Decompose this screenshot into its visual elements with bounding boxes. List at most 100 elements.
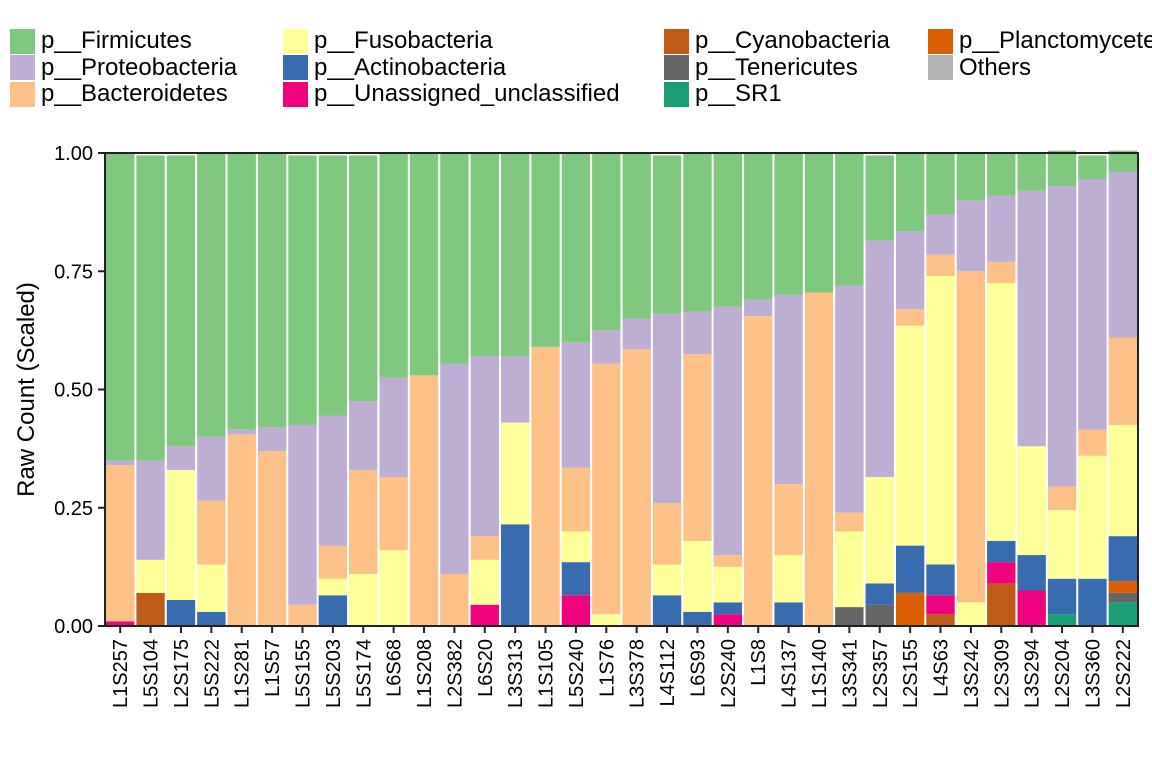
bar-segment-l6s20-p-bacteroidetes: [470, 536, 499, 560]
bar-segment-l3s378-p-proteobacteria: [622, 318, 651, 350]
bar-segment-l6s20-p-proteobacteria: [470, 356, 499, 537]
bar-segment-l3s341-p-fusobacteria: [835, 531, 864, 608]
x-tick-label-l2s155: L2S155: [900, 639, 922, 708]
bar-segment-l2s155-p-fusobacteria: [895, 325, 925, 546]
bar-segment-l2s155-p-actinobacteria: [895, 545, 925, 593]
bar-segment-l4s112-p-fusobacteria: [652, 564, 682, 596]
bar-segment-l3s378-p-bacteroidetes: [622, 349, 651, 626]
x-tick-label-l1s8: L1S8: [748, 639, 770, 686]
bar-segment-l4s112-p-proteobacteria: [652, 313, 682, 504]
x-tick-label-l1s257: L1S257: [110, 639, 132, 708]
bar-segment-l4s63-p-firmicutes: [926, 153, 955, 215]
legend-label: p__Cyanobacteria: [695, 28, 890, 54]
bar-segment-l1s257-p-proteobacteria: [106, 460, 135, 466]
y-axis-label: Raw Count (Scaled): [13, 282, 40, 497]
bar-segment-l1s57-p-proteobacteria: [257, 427, 287, 451]
bar-segment-l2s240-p-fusobacteria: [713, 566, 743, 603]
legend-label: p__Proteobacteria: [41, 53, 238, 81]
x-tick-label-l2s204: L2S204: [1052, 639, 1074, 708]
bar-segment-l2s382-p-firmicutes: [440, 153, 469, 364]
bar-segment-l2s240-p-actinobacteria: [713, 602, 743, 615]
y-tick-label: 1.00: [54, 143, 93, 165]
legend-swatch: [10, 81, 35, 107]
x-tick-label-l5s104: L5S104: [141, 639, 163, 708]
bar-segment-l1s76-p-proteobacteria: [592, 330, 621, 364]
bar-segment-l5s240-p-actinobacteria: [561, 562, 591, 596]
bar-segment-l5s222-p-bacteroidetes: [197, 500, 226, 565]
bar-segment-l2s204-p-firmicutes: [1047, 150, 1077, 187]
bar-segment-l2s155-p-firmicutes: [895, 153, 925, 232]
legend-label: p__Bacteroidetes: [41, 80, 228, 107]
bar-segment-l4s137-p-bacteroidetes: [774, 484, 803, 556]
x-tick-label-l4s112: L4S112: [657, 639, 679, 706]
bar-segment-l1s281-p-bacteroidetes: [227, 434, 256, 626]
x-tick-label-l2s382: L2S382: [444, 639, 466, 708]
bar-segment-l6s93-p-actinobacteria: [683, 611, 712, 626]
x-tick-label-l3s294: L3S294: [1022, 639, 1044, 708]
bar-segment-l2s309-p-proteobacteria: [987, 195, 1016, 262]
bar-segment-l5s203-p-fusobacteria: [318, 578, 348, 596]
bar-segment-l2s222-p-bacteroidetes: [1108, 337, 1137, 425]
bar-segment-l3s360-p-firmicutes: [1078, 155, 1107, 180]
bar-segment-l2s357-p-actinobacteria: [865, 583, 894, 605]
bar-segment-l3s378-p-firmicutes: [622, 153, 651, 319]
legend-swatch: [283, 81, 308, 107]
legend-label: p__Unassigned_unclassified: [314, 80, 620, 107]
bar-segment-l6s93-p-firmicutes: [683, 153, 712, 312]
bar-segment-l5s203-p-proteobacteria: [318, 415, 348, 546]
bar-segment-l5s203-p-bacteroidetes: [318, 545, 348, 579]
bar-segment-l3s242-p-fusobacteria: [956, 602, 986, 626]
x-tick-label-l5s222: L5S222: [201, 639, 223, 708]
bar-segment-l6s68-p-firmicutes: [379, 153, 408, 378]
bar-segment-l2s175-p-firmicutes: [166, 155, 196, 447]
bar-segment-l6s68-p-bacteroidetes: [379, 477, 408, 551]
x-tick-label-l2s222: L2S222: [1113, 639, 1135, 708]
legend-label: p__Actinobacteria: [314, 53, 507, 81]
bar-segment-l5s203-p-firmicutes: [318, 155, 348, 416]
bar-segment-l3s360-p-actinobacteria: [1078, 578, 1107, 626]
x-tick-label-l2s175: L2S175: [171, 639, 193, 708]
bar-segment-l2s382-p-bacteroidetes: [440, 573, 469, 626]
bar-segment-l1s281-p-firmicutes: [227, 153, 256, 430]
x-tick-label-l2s357: L2S357: [870, 639, 892, 708]
x-tick-label-l6s93: L6S93: [687, 639, 709, 697]
bar-segment-l5s174-p-fusobacteria: [349, 573, 378, 626]
bar-segment-l2s155-p-proteobacteria: [895, 231, 925, 310]
bar-segment-l5s104-p-firmicutes: [136, 155, 165, 461]
bar-segment-l2s222-p-tenericutes: [1108, 592, 1137, 603]
bar-segment-l2s175-p-fusobacteria: [166, 469, 196, 600]
x-tick-label-l2s240: L2S240: [718, 639, 740, 708]
legend-swatch: [664, 28, 689, 54]
bar-segment-l3s294-p-fusobacteria: [1017, 446, 1046, 556]
bar-segment-l5s104-p-proteobacteria: [136, 460, 165, 560]
bar-segment-l5s240-p-fusobacteria: [561, 531, 591, 563]
legend-swatch: [283, 55, 308, 80]
legend-swatch: [10, 28, 35, 54]
bar-segment-l6s68-p-proteobacteria: [379, 377, 408, 477]
bar-segment-l4s63-p-bacteroidetes: [926, 254, 955, 276]
legend-item-p-firmicutes: p__Firmicutes: [10, 28, 192, 54]
bar-segment-l3s341-p-firmicutes: [835, 153, 864, 286]
bar-segment-l6s93-p-bacteroidetes: [683, 354, 712, 541]
legend-label: p__Firmicutes: [41, 28, 192, 54]
bar-segment-l2s240-p-firmicutes: [713, 153, 743, 307]
bar-segment-l4s63-p-proteobacteria: [926, 214, 955, 255]
legend-swatch: [283, 28, 308, 54]
y-tick-label: 0.00: [54, 616, 93, 638]
bar-segment-l5s104-p-cyanobacteria: [136, 592, 165, 626]
legend-swatch: [928, 28, 953, 54]
bar-segment-l1s76-p-bacteroidetes: [592, 363, 621, 615]
bar-segment-l1s105-p-firmicutes: [531, 153, 560, 347]
legend-item-p-unassigned-unclassified: p__Unassigned_unclassified: [283, 81, 620, 107]
bar-segment-l1s208-p-bacteroidetes: [409, 375, 439, 626]
bar-segment-l5s240-p-unassigned-unclassified: [561, 595, 591, 626]
bar-segment-l3s294-p-unassigned-unclassified: [1017, 590, 1046, 626]
bar-segment-l1s208-p-firmicutes: [409, 153, 439, 376]
bar-segment-l3s294-p-actinobacteria: [1017, 555, 1046, 591]
bar-segment-l6s68-p-fusobacteria: [379, 550, 408, 626]
bar-segment-l3s360-p-fusobacteria: [1078, 455, 1107, 579]
bar-segment-l1s8-p-proteobacteria: [744, 299, 773, 317]
bar-segment-l1s140-p-bacteroidetes: [804, 292, 834, 626]
bar-segment-l2s357-p-fusobacteria: [865, 477, 894, 584]
